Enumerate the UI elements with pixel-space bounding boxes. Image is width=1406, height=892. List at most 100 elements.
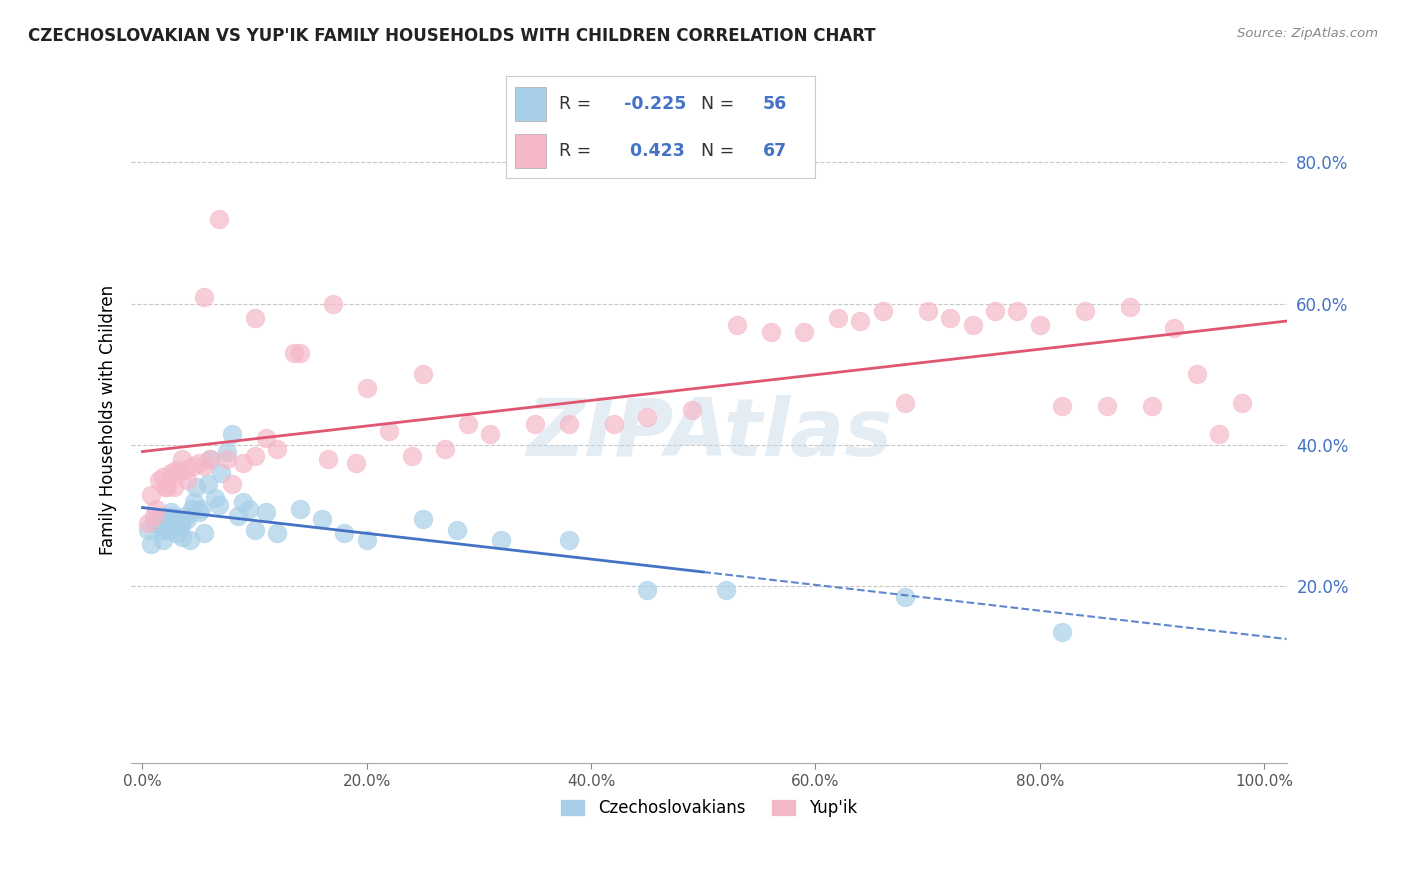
Point <box>254 431 277 445</box>
Point <box>1230 395 1253 409</box>
Point <box>1052 625 1074 640</box>
Point <box>136 523 159 537</box>
Point <box>148 474 170 488</box>
Text: 67: 67 <box>763 142 787 160</box>
Text: R =: R = <box>558 142 596 160</box>
Point <box>159 467 181 481</box>
Point <box>714 582 737 597</box>
Point <box>180 501 202 516</box>
Point <box>636 409 658 424</box>
Point <box>1007 303 1029 318</box>
Point <box>725 318 748 332</box>
Y-axis label: Family Households with Children: Family Households with Children <box>100 285 117 556</box>
Point <box>316 452 339 467</box>
Point <box>167 516 190 530</box>
Point <box>170 530 193 544</box>
Point <box>759 325 782 339</box>
Point <box>311 512 333 526</box>
Point <box>344 456 367 470</box>
Point <box>243 310 266 325</box>
Point <box>174 508 197 523</box>
Point <box>894 395 917 409</box>
Point <box>827 310 849 325</box>
Point <box>163 480 186 494</box>
Point <box>356 533 378 548</box>
Point <box>446 523 468 537</box>
Point <box>198 452 221 467</box>
Point <box>602 417 624 431</box>
Point <box>962 318 984 332</box>
Point <box>226 508 249 523</box>
Point <box>524 417 547 431</box>
Point <box>165 519 187 533</box>
Point <box>401 449 423 463</box>
Point <box>208 498 231 512</box>
Point <box>183 494 205 508</box>
Point <box>1185 368 1208 382</box>
Point <box>153 480 176 494</box>
Point <box>793 325 815 339</box>
Point <box>356 382 378 396</box>
Point <box>159 508 181 523</box>
Point <box>238 501 260 516</box>
Point <box>163 512 186 526</box>
Point <box>322 296 344 310</box>
Point <box>169 516 191 530</box>
Point <box>1118 300 1140 314</box>
Point <box>148 512 170 526</box>
Point <box>378 424 401 438</box>
Text: ZIPAtlas: ZIPAtlas <box>526 395 891 473</box>
Point <box>243 523 266 537</box>
Point <box>141 487 163 501</box>
Point <box>157 512 180 526</box>
Text: 56: 56 <box>763 95 787 112</box>
Text: N =: N = <box>702 142 740 160</box>
Point <box>1208 427 1230 442</box>
Point <box>190 501 212 516</box>
Point <box>165 526 187 541</box>
Point <box>186 480 208 494</box>
Point <box>288 346 311 360</box>
Point <box>333 526 356 541</box>
Point <box>894 590 917 604</box>
Point <box>208 211 231 226</box>
Text: Source: ZipAtlas.com: Source: ZipAtlas.com <box>1237 27 1378 40</box>
Point <box>167 467 190 481</box>
Point <box>491 533 513 548</box>
FancyBboxPatch shape <box>516 135 547 168</box>
Point <box>221 427 243 442</box>
Point <box>153 519 176 533</box>
Point <box>849 314 872 328</box>
Point <box>156 523 179 537</box>
Point <box>266 526 288 541</box>
Point <box>165 463 187 477</box>
Point <box>232 494 254 508</box>
Point <box>681 402 703 417</box>
Point <box>193 459 215 474</box>
Point <box>145 501 167 516</box>
Legend: Czechoslovakians, Yup'ik: Czechoslovakians, Yup'ik <box>554 792 865 823</box>
Text: 0.423: 0.423 <box>624 142 685 160</box>
Point <box>181 459 204 474</box>
Point <box>636 582 658 597</box>
Point <box>209 467 232 481</box>
Point <box>136 516 159 530</box>
Point <box>412 512 434 526</box>
Point <box>557 417 579 431</box>
Point <box>176 512 198 526</box>
Point <box>557 533 579 548</box>
Point <box>174 463 197 477</box>
Point <box>156 480 179 494</box>
Point <box>152 470 174 484</box>
Point <box>159 505 181 519</box>
Point <box>254 505 277 519</box>
Point <box>221 476 243 491</box>
Point <box>917 303 939 318</box>
Point <box>232 456 254 470</box>
Point <box>193 526 215 541</box>
Text: R =: R = <box>558 95 596 112</box>
Point <box>163 519 186 533</box>
Point <box>457 417 479 431</box>
Point <box>1073 303 1095 318</box>
Point <box>179 533 201 548</box>
